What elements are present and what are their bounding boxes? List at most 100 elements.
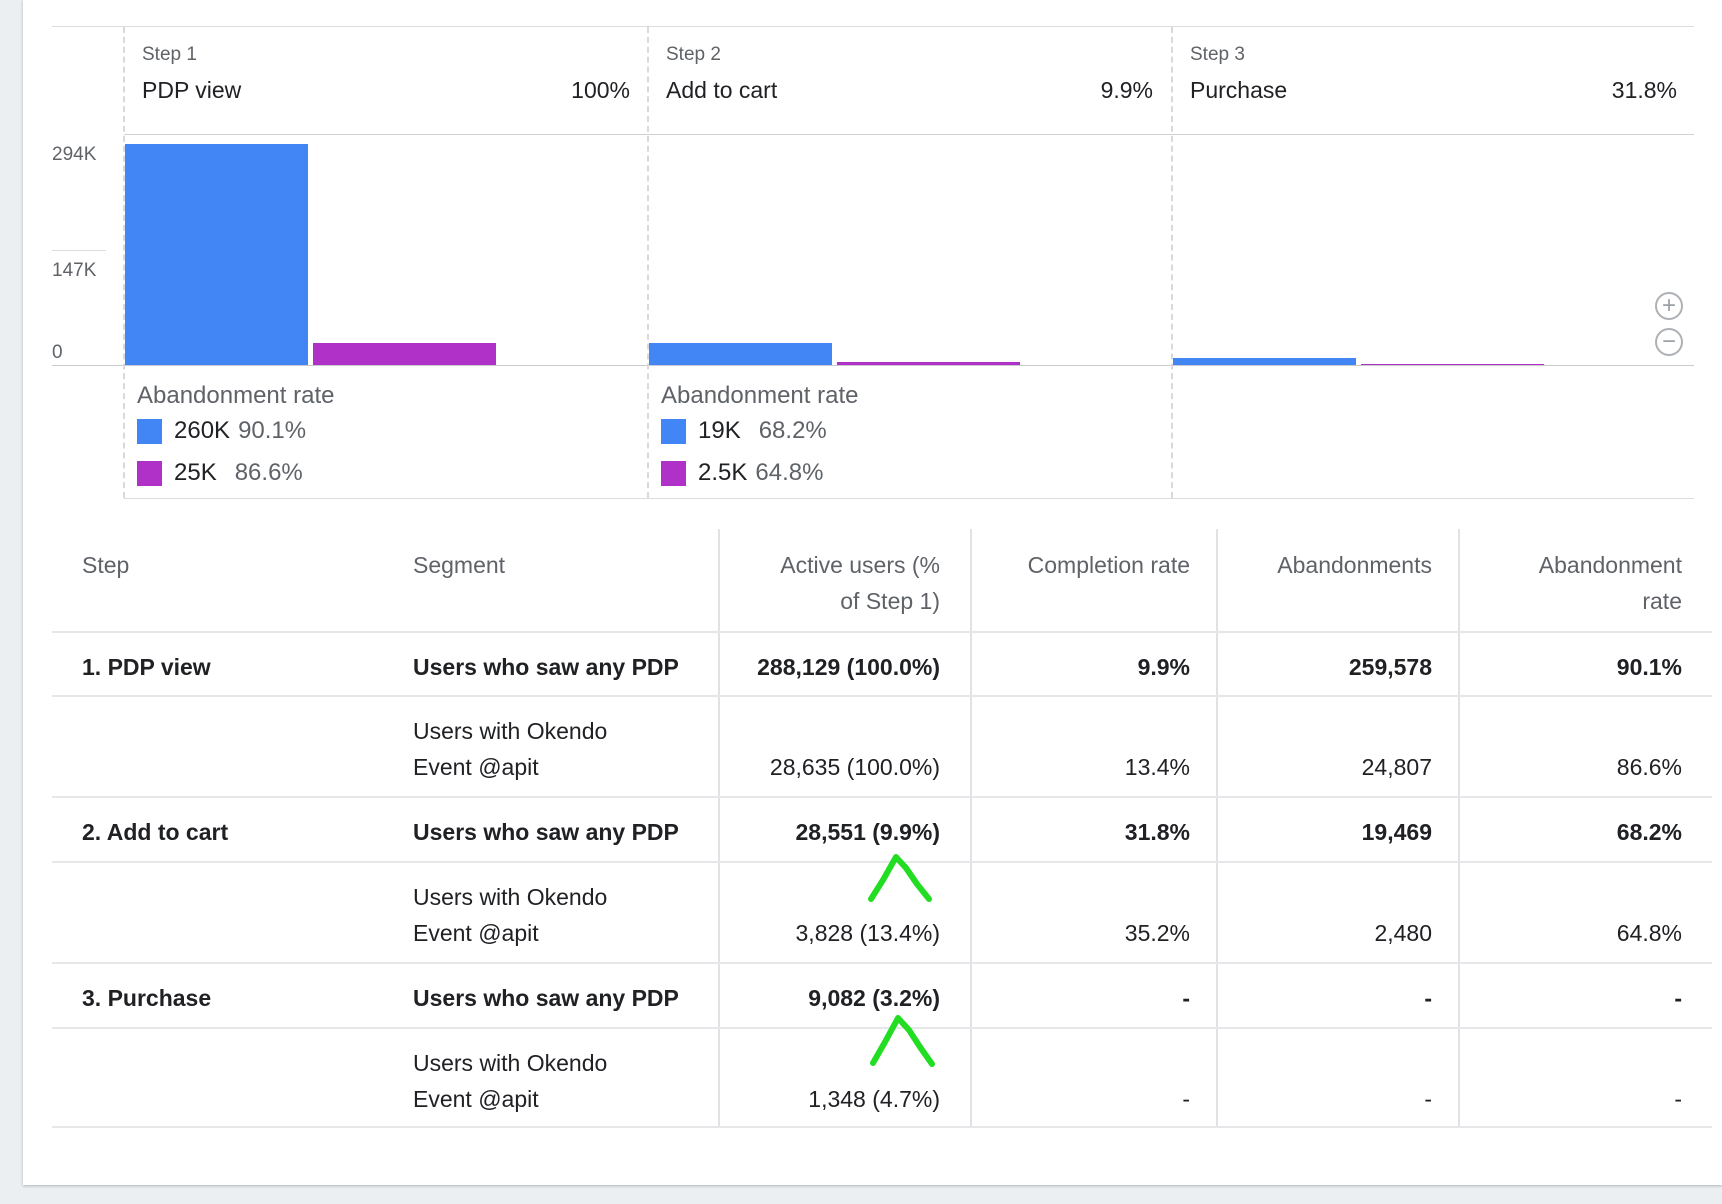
y-tick-max: 294K (52, 144, 97, 165)
bar-purchase-series-1[interactable] (1173, 358, 1356, 365)
abandonment-row: 25K 86.6% (137, 459, 303, 487)
cell-active-users: 3,828 (13.4%) (795, 920, 940, 946)
cell-active-users: 28,551 (9.9%) (795, 819, 940, 845)
cell-completion-rate: - (1182, 1086, 1190, 1112)
header-abandonment-rate-line-2: rate (1642, 588, 1682, 614)
step-2-divider (647, 27, 649, 498)
abandonment-rate: 86.6% (234, 459, 303, 486)
row-separator (52, 631, 1712, 633)
cell-abandonments: 259,578 (1348, 654, 1432, 680)
cell-abandonments: 24,807 (1361, 754, 1432, 780)
cell-active-users: 288,129 (100.0%) (757, 654, 940, 680)
header-abandonment-rate[interactable]: Abandonment rate (1470, 547, 1682, 619)
header-abandonment-rate-line-1: Abandonment (1538, 552, 1682, 578)
step-2-pct: 9.9% (1100, 77, 1153, 103)
zoom-in-icon[interactable]: + (1655, 292, 1683, 320)
abandonment-row: 2.5K 64.8% (661, 459, 823, 487)
chart-top-border (52, 26, 1694, 27)
row-separator (52, 695, 1712, 697)
cell-completion-rate: 9.9% (1137, 654, 1190, 680)
header-abandonments[interactable]: Abandonments (1277, 552, 1432, 578)
cell-active-users: 1,348 (4.7%) (808, 1086, 940, 1112)
cell-step: 1. PDP view (82, 654, 211, 680)
cell-active-users: 9,082 (3.2%) (808, 985, 940, 1011)
segment-2-swatch (137, 460, 162, 486)
cell-abandonment-rate: - (1674, 985, 1682, 1011)
abandonment-row: 19K 68.2% (661, 417, 827, 445)
row-separator (52, 1027, 1712, 1029)
chart-bottom-border (124, 498, 1694, 499)
header-active-users-line-1: Active users (% (780, 552, 940, 578)
y-tick-mid: 147K (52, 260, 97, 281)
abandonment-title-step-1: Abandonment rate (137, 382, 335, 409)
step-1-divider (123, 27, 125, 498)
cell-step: 3. Purchase (82, 985, 212, 1011)
cell-segment: Users who saw any PDP (413, 654, 679, 680)
step-2-name: Add to cart (666, 77, 778, 103)
bar-purchase-series-2[interactable] (1361, 363, 1544, 365)
row-separator (52, 962, 1712, 964)
abandonment-count: 25K (174, 459, 217, 486)
cell-segment: Users who saw any PDP (413, 985, 679, 1011)
bar-pdp-view-series-1[interactable] (125, 143, 308, 365)
abandonment-count: 2.5K (698, 459, 748, 486)
cell-abandonment-rate: 90.1% (1616, 654, 1682, 680)
abandonment-rate: 64.8% (755, 459, 824, 486)
row-separator (52, 1126, 1712, 1128)
abandonment-rate: 90.1% (238, 417, 307, 444)
cell-segment: Users who saw any PDP (413, 819, 679, 845)
cell-abandonment-rate: 68.2% (1616, 819, 1682, 845)
segment-1-swatch (661, 418, 686, 444)
step-3-label: Step 3 (1190, 44, 1245, 65)
y-tick-zero: 0 (52, 342, 63, 363)
step-1-label: Step 1 (142, 44, 197, 65)
cell-abandonment-rate: - (1674, 1086, 1682, 1112)
bar-add-to-cart-series-2[interactable] (837, 362, 1020, 365)
step-1-name: PDP view (142, 77, 242, 103)
cell-abandonments: - (1424, 1086, 1432, 1112)
step-header-divider (124, 134, 1694, 135)
cell-segment-line-1: Users with Okendo (413, 718, 608, 744)
segment-1-swatch (137, 418, 162, 444)
cell-segment-line-2: Event @apit (413, 1086, 539, 1112)
header-step[interactable]: Step (82, 552, 130, 578)
col-separator (1458, 529, 1460, 1126)
abandonment-row: 260K 90.1% (137, 417, 306, 445)
step-3-name: Purchase (1190, 77, 1288, 103)
y-grid-mid (52, 250, 106, 251)
abandonment-count: 19K (698, 417, 741, 444)
header-active-users[interactable]: Active users (% of Step 1) (720, 547, 940, 619)
abandonment-title-step-2: Abandonment rate (661, 382, 859, 409)
cell-segment-line-2: Event @apit (413, 920, 539, 946)
header-completion-rate[interactable]: Completion rate (1027, 552, 1190, 578)
cell-segment-line-1: Users with Okendo (413, 884, 608, 910)
cell-completion-rate: - (1182, 985, 1190, 1011)
step-2-label: Step 2 (666, 44, 721, 65)
cell-segment-line-2: Event @apit (413, 754, 539, 780)
x-axis-baseline (52, 365, 1694, 366)
row-separator (52, 861, 1712, 863)
cell-completion-rate: 13.4% (1124, 754, 1190, 780)
zoom-out-icon[interactable]: − (1655, 328, 1683, 356)
col-separator (718, 529, 720, 1126)
row-separator (52, 796, 1712, 798)
segment-2-swatch (661, 460, 686, 486)
cell-abandonments: 2,480 (1374, 920, 1432, 946)
step-3-pct: 31.8% (1611, 77, 1677, 103)
header-active-users-line-2: of Step 1) (840, 588, 940, 614)
bar-pdp-view-series-2[interactable] (313, 342, 496, 365)
cell-completion-rate: 31.8% (1124, 819, 1190, 845)
step-3-divider (1171, 27, 1173, 498)
cell-abandonments: 19,469 (1361, 819, 1432, 845)
cell-abandonments: - (1424, 985, 1432, 1011)
annotation-caret-mark (868, 854, 932, 902)
col-separator (970, 529, 972, 1126)
abandonment-count: 260K (174, 417, 231, 444)
cell-abandonment-rate: 86.6% (1616, 754, 1682, 780)
cell-completion-rate: 35.2% (1124, 920, 1190, 946)
cell-step: 2. Add to cart (82, 819, 229, 845)
bar-add-to-cart-series-1[interactable] (649, 343, 832, 365)
cell-segment-line-1: Users with Okendo (413, 1050, 608, 1076)
header-segment[interactable]: Segment (413, 552, 506, 578)
